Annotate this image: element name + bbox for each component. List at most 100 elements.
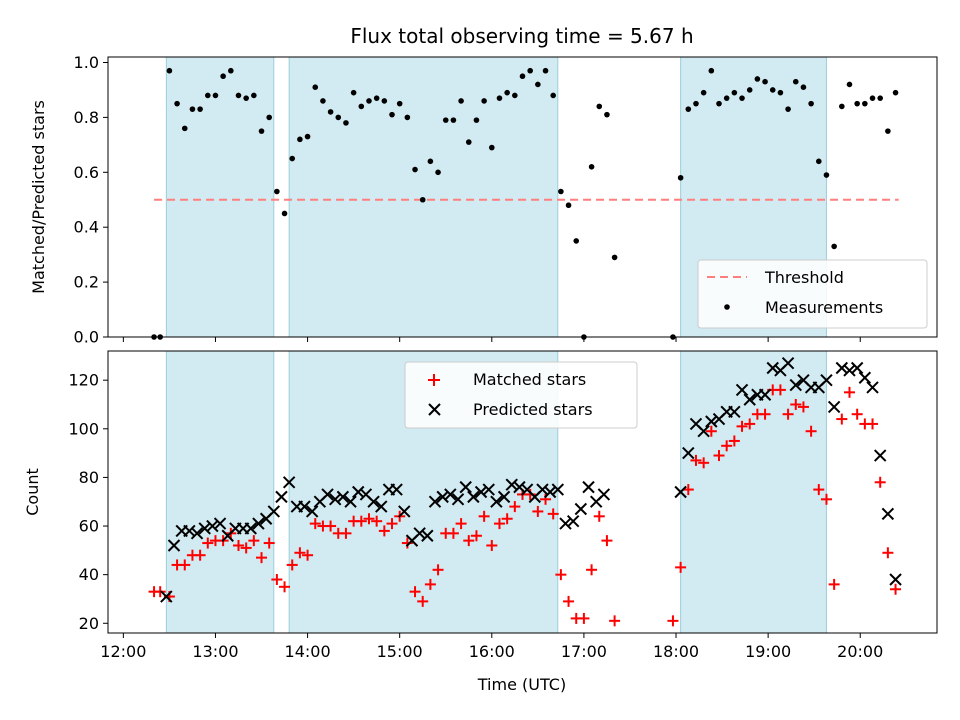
legend-measurements-label: Measurements xyxy=(765,298,883,317)
predicted-star-point xyxy=(682,446,695,460)
measurement-point xyxy=(481,98,487,104)
y-tick-label: 0.4 xyxy=(74,218,99,237)
x-tick-label: 13:00 xyxy=(192,642,238,661)
measurement-point xyxy=(527,67,533,74)
x-tick-label: 18:00 xyxy=(653,642,699,661)
measurement-point xyxy=(588,164,595,170)
predicted-star-point xyxy=(482,483,495,496)
measurement-point xyxy=(869,95,876,101)
matched-star-point xyxy=(194,549,206,561)
measurement-point xyxy=(427,158,434,165)
predicted-star-point xyxy=(206,519,219,533)
measurement-point xyxy=(846,81,853,88)
x-tick-label: 12:00 xyxy=(100,642,146,661)
measurement-point xyxy=(792,78,799,85)
matched-star-point xyxy=(340,527,352,539)
matched-star-point xyxy=(463,535,475,547)
y-tick-label: 1.0 xyxy=(74,53,99,72)
predicted-star-point xyxy=(766,361,779,375)
matched-star-point xyxy=(302,549,314,561)
measurement-point xyxy=(366,98,372,104)
legend-predicted-label: Predicted stars xyxy=(473,400,593,419)
predicted-star-point xyxy=(467,490,480,504)
measurement-point xyxy=(189,106,196,112)
matched-star-point xyxy=(532,505,544,517)
matched-star-point xyxy=(555,569,567,581)
matched-star-point xyxy=(728,435,740,447)
measurement-point xyxy=(297,136,303,143)
matched-star-point xyxy=(843,386,855,398)
predicted-star-point xyxy=(881,507,895,521)
measurement-point xyxy=(220,73,226,80)
predicted-star-point xyxy=(336,490,350,504)
matched-star-point xyxy=(447,527,459,539)
predicted-star-point xyxy=(428,495,442,508)
measurement-point xyxy=(312,84,319,90)
measurement-point xyxy=(343,120,349,126)
predicted-star-point xyxy=(444,488,457,501)
measurement-point xyxy=(473,117,480,123)
measurement-point xyxy=(465,139,472,145)
measurement-point xyxy=(542,67,549,74)
matched-star-point xyxy=(256,552,268,564)
predicted-star-point xyxy=(329,493,342,506)
matched-star-point xyxy=(828,578,840,590)
measurement-point xyxy=(504,89,510,96)
matched-star-point xyxy=(524,488,536,500)
predicted-star-point xyxy=(559,517,572,530)
matched-star-point xyxy=(240,542,252,554)
measurement-point xyxy=(419,196,426,203)
y-tick-label: 20 xyxy=(79,614,99,633)
measurement-point xyxy=(892,89,899,96)
matched-star-point xyxy=(470,530,482,542)
measurement-point xyxy=(677,174,684,181)
matched-star-point xyxy=(744,418,756,430)
predicted-star-point xyxy=(820,373,833,387)
y-tick-label: 100 xyxy=(68,419,99,438)
predicted-star-point xyxy=(367,495,380,508)
top-x-ticks xyxy=(122,337,861,342)
matched-star-point xyxy=(509,501,521,513)
observing-window xyxy=(680,350,827,634)
predicted-star-point xyxy=(866,381,879,394)
predicted-star-point xyxy=(213,517,227,530)
x-tick-label: 16:00 xyxy=(469,642,515,661)
top-panel: 0.0 0.2 0.4 0.6 0.8 1.0 Matched/Predicted sta… xyxy=(29,53,938,347)
predicted-star-point xyxy=(167,539,181,552)
matched-star-point xyxy=(586,564,598,576)
matched-star-point xyxy=(721,440,733,452)
y-tick-label: 60 xyxy=(79,517,99,536)
x-tick-label: 14:00 xyxy=(285,642,331,661)
matched-star-point xyxy=(874,476,886,488)
measurement-point xyxy=(458,98,464,104)
measurement-point xyxy=(716,100,722,107)
matched-star-point xyxy=(371,515,383,527)
y-tick-label: 80 xyxy=(79,468,99,487)
measurement-point xyxy=(854,100,860,107)
matched-star-point xyxy=(609,615,621,627)
bottom-legend-box xyxy=(404,361,638,429)
measurement-point xyxy=(708,67,715,74)
matched-star-point xyxy=(486,539,498,551)
measurement-point xyxy=(350,89,357,96)
measurement-point xyxy=(877,95,883,101)
measurement-point xyxy=(235,92,242,99)
predicted-star-point xyxy=(705,415,718,428)
matched-star-point xyxy=(455,518,467,530)
predicted-star-point xyxy=(873,449,887,462)
matched-star-point xyxy=(263,537,275,549)
top-y-ticks: 0.0 0.2 0.4 0.6 0.8 1.0 xyxy=(74,53,108,347)
predicted-star-point xyxy=(436,490,449,504)
predicted-star-point xyxy=(551,483,565,496)
matched-star-point xyxy=(501,513,513,525)
predicted-star-point xyxy=(160,590,173,603)
matched-star-point xyxy=(820,493,832,505)
top-legend: Threshold Measurements xyxy=(697,259,928,329)
matched-star-point xyxy=(805,425,817,437)
measurement-point xyxy=(862,100,868,107)
matched-star-point xyxy=(797,401,809,413)
matched-star-point xyxy=(179,559,191,571)
predicted-star-point xyxy=(183,524,196,538)
measurement-point xyxy=(197,106,203,112)
